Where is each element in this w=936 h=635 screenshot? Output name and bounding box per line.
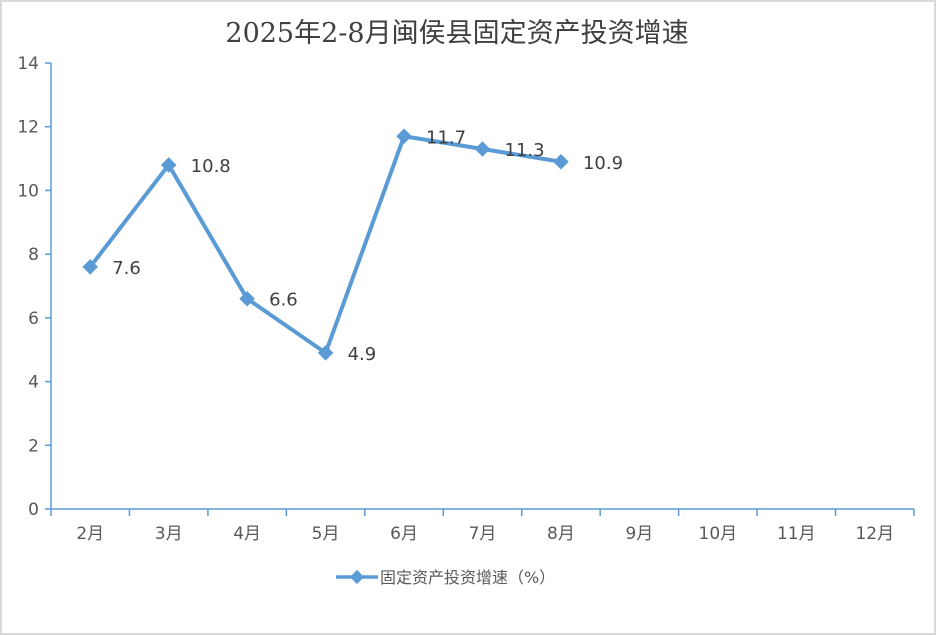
data-label: 10.8 [191, 156, 231, 177]
data-point [474, 141, 491, 157]
data-point [396, 128, 412, 145]
x-tick-label: 8月 [547, 524, 575, 544]
y-tick-label: 10 [17, 181, 39, 201]
legend: 固定资产投资增速（%） [336, 568, 555, 587]
data-label: 11.7 [426, 127, 466, 148]
x-tick-label: 9月 [625, 524, 653, 544]
data-label: 7.6 [112, 258, 141, 279]
x-tick-label: 3月 [155, 524, 183, 544]
x-tick-label: 11月 [777, 524, 816, 544]
chart-title: 2025年2-8月闽侯县固定资产投资增速 [225, 18, 688, 49]
y-tick-label: 6 [28, 309, 39, 329]
x-tick-label: 7月 [469, 524, 497, 544]
legend-label: 固定资产投资增速（%） [380, 568, 555, 587]
data-label: 6.6 [269, 290, 298, 311]
data-point [160, 157, 177, 173]
data-label: 11.3 [505, 140, 545, 161]
x-tick-label: 12月 [855, 524, 894, 544]
data-point [553, 153, 569, 170]
series-line [88, 134, 562, 355]
y-tick-label: 12 [17, 118, 39, 138]
data-label: 4.9 [348, 344, 377, 365]
y-tick-label: 0 [28, 500, 39, 520]
x-tick-label: 6月 [390, 524, 418, 544]
x-tick-label: 5月 [312, 524, 340, 544]
y-tick-label: 2 [28, 436, 39, 456]
y-tick-label: 14 [17, 54, 39, 74]
y-tick-label: 4 [28, 373, 39, 393]
legend-marker [349, 569, 365, 585]
y-tick-label: 8 [28, 245, 39, 265]
x-tick-label: 2月 [76, 524, 104, 544]
data-label: 10.9 [583, 153, 623, 174]
axes: 0 2 4 6 8 10 12 14 2月 3月 4月 5月 6月 7月 8月 9月 10月 11月 12月 [17, 54, 915, 544]
x-tick-label: 10月 [699, 524, 738, 544]
data-point [239, 290, 255, 307]
series-layer: 7.6 10.8 6.6 4.9 11.7 11.3 10.9 [82, 127, 623, 365]
x-tick-label: 4月 [233, 524, 261, 544]
